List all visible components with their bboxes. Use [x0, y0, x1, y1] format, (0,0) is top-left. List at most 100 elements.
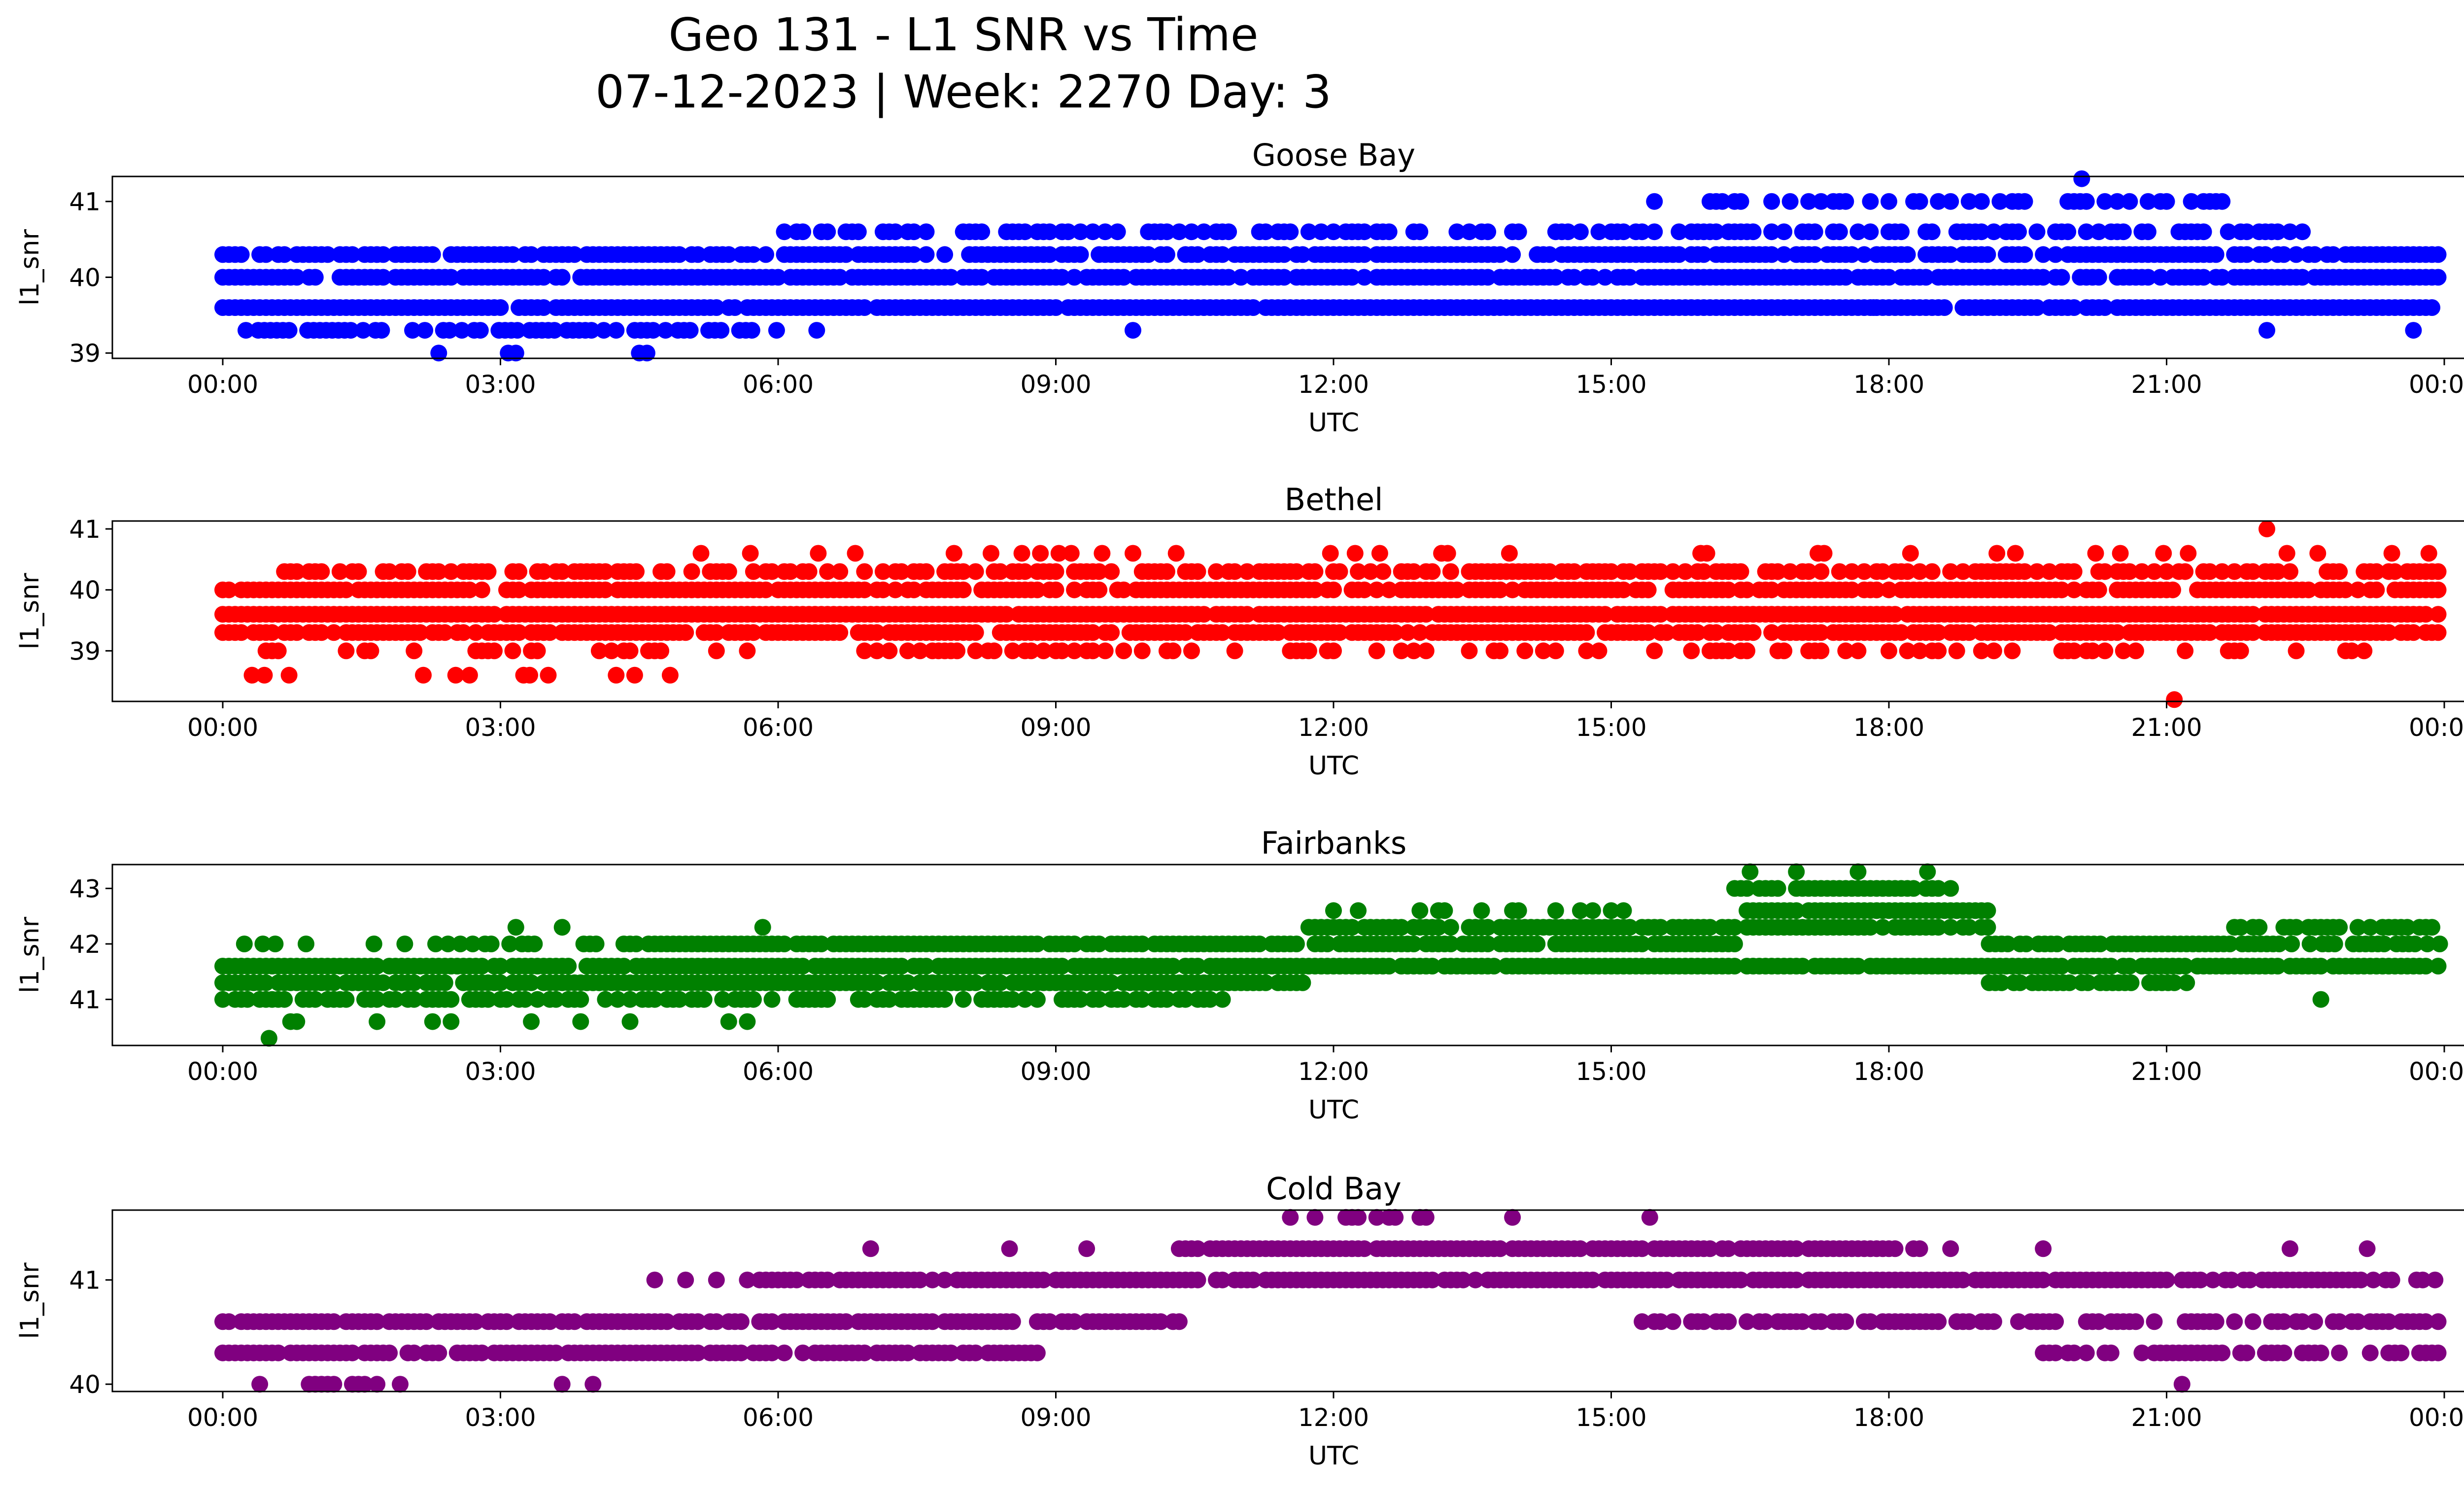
data-point [1806, 246, 1823, 263]
data-point [430, 1344, 447, 1361]
data-point [264, 624, 281, 641]
data-point [1800, 193, 1817, 210]
data-point [416, 322, 434, 339]
data-point [1035, 1271, 1052, 1288]
data-point [2417, 1313, 2434, 1330]
data-point [319, 246, 336, 263]
data-point [2312, 958, 2329, 974]
data-point [313, 563, 330, 580]
data-point [1788, 902, 1805, 919]
data-point [732, 1313, 750, 1330]
data-point [1813, 563, 1830, 580]
data-point [1899, 642, 1916, 660]
data-point [1226, 563, 1243, 580]
data-point [553, 919, 571, 936]
y-tick-label: 39 [69, 339, 101, 368]
data-point [1985, 642, 2002, 660]
data-point [2073, 170, 2090, 187]
data-point [427, 936, 444, 952]
data-point [763, 1313, 781, 1330]
data-point [1683, 642, 1700, 660]
data-point [453, 322, 471, 339]
data-point [1331, 563, 1348, 580]
data-point [1251, 936, 1268, 952]
data-point [689, 1313, 707, 1330]
data-point [2166, 691, 2183, 708]
data-point [313, 624, 330, 641]
data-point [2047, 1344, 2064, 1361]
data-point [2368, 581, 2385, 598]
data-point [1794, 958, 1811, 974]
data-point [1930, 1313, 1947, 1330]
data-point [1405, 936, 1422, 952]
data-point [1275, 269, 1293, 286]
data-point [430, 563, 447, 580]
data-point [2380, 1313, 2397, 1330]
data-point [1652, 606, 1669, 623]
data-point [1720, 581, 1737, 598]
data-point [1245, 299, 1262, 316]
data-point [603, 642, 620, 660]
x-tick-label: 12:00 [1298, 713, 1369, 742]
data-point [2102, 958, 2120, 974]
data-point [2349, 919, 2366, 936]
data-point [1621, 269, 1639, 286]
data-point [1776, 642, 1793, 660]
data-point [280, 666, 298, 684]
data-point [1541, 246, 1558, 263]
data-point [739, 1013, 756, 1030]
data-point [1634, 1313, 1651, 1330]
data-point [1930, 642, 1947, 660]
data-point [486, 642, 503, 660]
data-point [1282, 1209, 1299, 1226]
data-point [1164, 642, 1182, 660]
data-point [652, 642, 670, 660]
data-point [1091, 991, 1108, 1008]
data-point [1535, 642, 1552, 660]
data-point [1387, 624, 1404, 641]
data-point [856, 563, 873, 580]
data-point [1930, 919, 1947, 936]
data-point [2259, 521, 2275, 538]
data-point [1973, 642, 1990, 660]
data-point [1189, 563, 1206, 580]
data-point [526, 936, 543, 952]
data-point [1991, 193, 2009, 210]
data-point [1016, 223, 1033, 241]
data-point [1615, 902, 1632, 919]
data-point [1322, 545, 1339, 562]
data-point [1547, 642, 1564, 660]
x-tick-label: 06:00 [743, 1057, 814, 1086]
data-point [523, 974, 540, 991]
data-point [1288, 563, 1305, 580]
data-point [492, 299, 509, 316]
data-point [745, 624, 762, 641]
data-point [609, 991, 626, 1008]
data-point [1566, 563, 1583, 580]
data-point [583, 322, 600, 339]
data-point [881, 642, 898, 660]
data-point [1510, 902, 1527, 919]
data-point [375, 974, 392, 991]
data-point [2035, 1271, 2052, 1288]
data-point [1245, 1271, 1262, 1288]
data-point [1739, 642, 1755, 660]
data-point [406, 991, 423, 1008]
data-point [2041, 563, 2058, 580]
data-point [507, 919, 524, 936]
series-points [214, 170, 2447, 362]
data-point [2312, 991, 2329, 1008]
data-point [1701, 919, 1718, 936]
data-point [2047, 1313, 2064, 1330]
data-point [472, 322, 489, 339]
x-tick-label: 06:00 [743, 1403, 814, 1432]
data-point [2016, 193, 2033, 210]
data-point [1066, 269, 1083, 286]
x-tick-label: 21:00 [2131, 713, 2202, 742]
data-point [1597, 606, 1613, 623]
data-point [1084, 624, 1101, 641]
data-point [1189, 1240, 1206, 1257]
data-point [1479, 936, 1497, 952]
data-point [1214, 991, 1231, 1008]
data-point [2275, 1313, 2293, 1330]
